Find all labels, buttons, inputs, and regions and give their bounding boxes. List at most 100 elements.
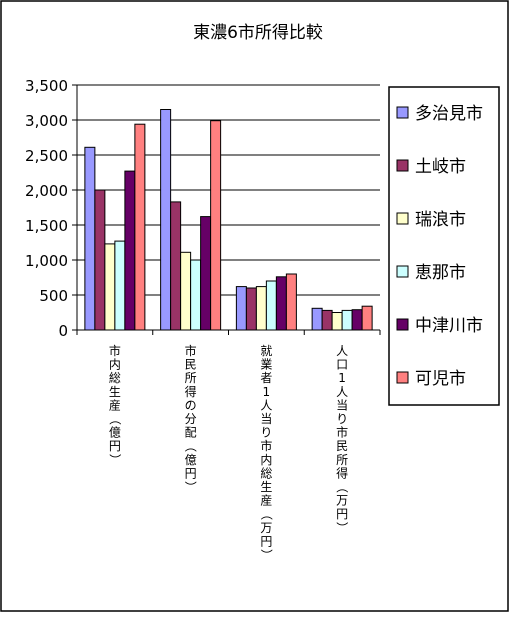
bar xyxy=(275,276,287,331)
y-tick-label: 3,000 xyxy=(25,112,68,130)
y-tick-label: 1,500 xyxy=(25,217,68,235)
bar xyxy=(311,307,323,331)
legend-swatch xyxy=(396,265,409,278)
y-tick-label: 1,000 xyxy=(25,252,68,270)
x-category-char: 産 xyxy=(260,493,272,508)
x-category-char: 市 xyxy=(109,343,121,358)
x-category-char: り xyxy=(260,426,272,440)
legend-swatch xyxy=(396,106,409,119)
x-category-char: （ xyxy=(259,508,273,520)
legend-label: 土岐市 xyxy=(415,157,466,177)
x-category-char: 民 xyxy=(185,358,197,372)
y-tick-label: 3,500 xyxy=(25,77,68,95)
x-category-char: ） xyxy=(108,454,122,466)
bar xyxy=(351,309,363,331)
x-category-char: （ xyxy=(108,413,122,425)
y-tick-label: 2,000 xyxy=(25,182,68,200)
bar xyxy=(235,286,247,331)
legend-box xyxy=(388,86,500,406)
y-tick-label: 0 xyxy=(58,322,68,340)
legend-swatch xyxy=(396,318,409,331)
x-category-char: 当 xyxy=(260,412,272,426)
x-category-char: （ xyxy=(335,481,349,493)
legend-swatch xyxy=(396,371,409,384)
x-category-char: 得 xyxy=(336,465,348,480)
x-category-char: 円 xyxy=(336,507,348,521)
bar xyxy=(104,243,116,331)
bar xyxy=(180,251,192,331)
bar xyxy=(245,287,257,331)
x-category-char: 内 xyxy=(109,358,121,372)
x-category-char: 人 xyxy=(336,385,348,399)
bar xyxy=(84,146,96,331)
bar xyxy=(265,280,277,331)
x-category-char: り xyxy=(336,412,348,426)
legend-swatch xyxy=(396,212,409,225)
x-category-char: 当 xyxy=(336,398,348,412)
legend-label: 可児市 xyxy=(415,369,466,389)
legend-swatch xyxy=(396,159,409,172)
y-tick-label: 500 xyxy=(39,287,68,305)
x-category-char: 円 xyxy=(109,439,121,453)
plot-area: 05001,0001,5002,0002,5003,0003,500市内総生産（… xyxy=(25,77,381,561)
x-category-char: 1 xyxy=(263,385,271,399)
x-category-char: 所 xyxy=(185,371,197,385)
x-category-char: 億 xyxy=(109,426,121,440)
x-category-char: 万 xyxy=(336,494,348,508)
x-category-char: 業 xyxy=(260,358,272,372)
x-category-char: 所 xyxy=(336,453,348,467)
x-category-char: 総 xyxy=(260,466,272,480)
x-category-char: 人 xyxy=(336,344,348,358)
x-category-char: 万 xyxy=(260,521,272,535)
legend-label: 瑞浪市 xyxy=(415,210,466,230)
bar xyxy=(170,201,182,331)
x-category-char: （ xyxy=(184,440,198,452)
bar xyxy=(200,216,212,331)
bar xyxy=(210,120,222,331)
x-category-char: 口 xyxy=(336,358,348,372)
x-category-char: 市 xyxy=(336,425,348,440)
bar xyxy=(285,273,297,331)
bar xyxy=(361,305,373,331)
x-category-char: 得 xyxy=(185,384,197,399)
bar xyxy=(255,286,267,331)
x-category-char: 総 xyxy=(109,371,121,385)
legend-label: 恵那市 xyxy=(415,263,466,283)
x-category-char: ） xyxy=(335,522,349,534)
x-category-char: 1 xyxy=(338,371,346,385)
legend-label: 中津川市 xyxy=(415,316,483,336)
bar xyxy=(94,189,106,331)
x-category-char: 生 xyxy=(109,385,121,399)
x-category-char: 生 xyxy=(260,480,272,494)
legend-label: 多治見市 xyxy=(415,104,483,124)
x-category-char: 内 xyxy=(260,453,272,467)
bar xyxy=(341,309,353,331)
x-category-char: ） xyxy=(259,549,273,561)
x-category-char: 産 xyxy=(109,397,121,412)
x-category-char: 円 xyxy=(185,466,197,480)
bar xyxy=(124,170,136,331)
x-category-char: 配 xyxy=(185,426,197,440)
bar xyxy=(331,312,343,331)
x-category-char: 民 xyxy=(336,439,348,453)
bar xyxy=(160,109,172,331)
chart-title: 東濃6市所得比較 xyxy=(193,23,323,43)
x-category-char: ） xyxy=(184,481,198,493)
bar xyxy=(114,240,126,331)
y-tick-label: 2,500 xyxy=(25,147,68,165)
bar xyxy=(134,123,146,331)
x-category-char: 分 xyxy=(185,412,197,426)
x-category-char: 億 xyxy=(185,453,197,467)
x-category-char: 者 xyxy=(260,371,272,385)
bar xyxy=(321,309,333,331)
x-category-char: 人 xyxy=(260,398,272,412)
x-category-char: 市 xyxy=(185,343,197,358)
bar xyxy=(190,259,202,331)
